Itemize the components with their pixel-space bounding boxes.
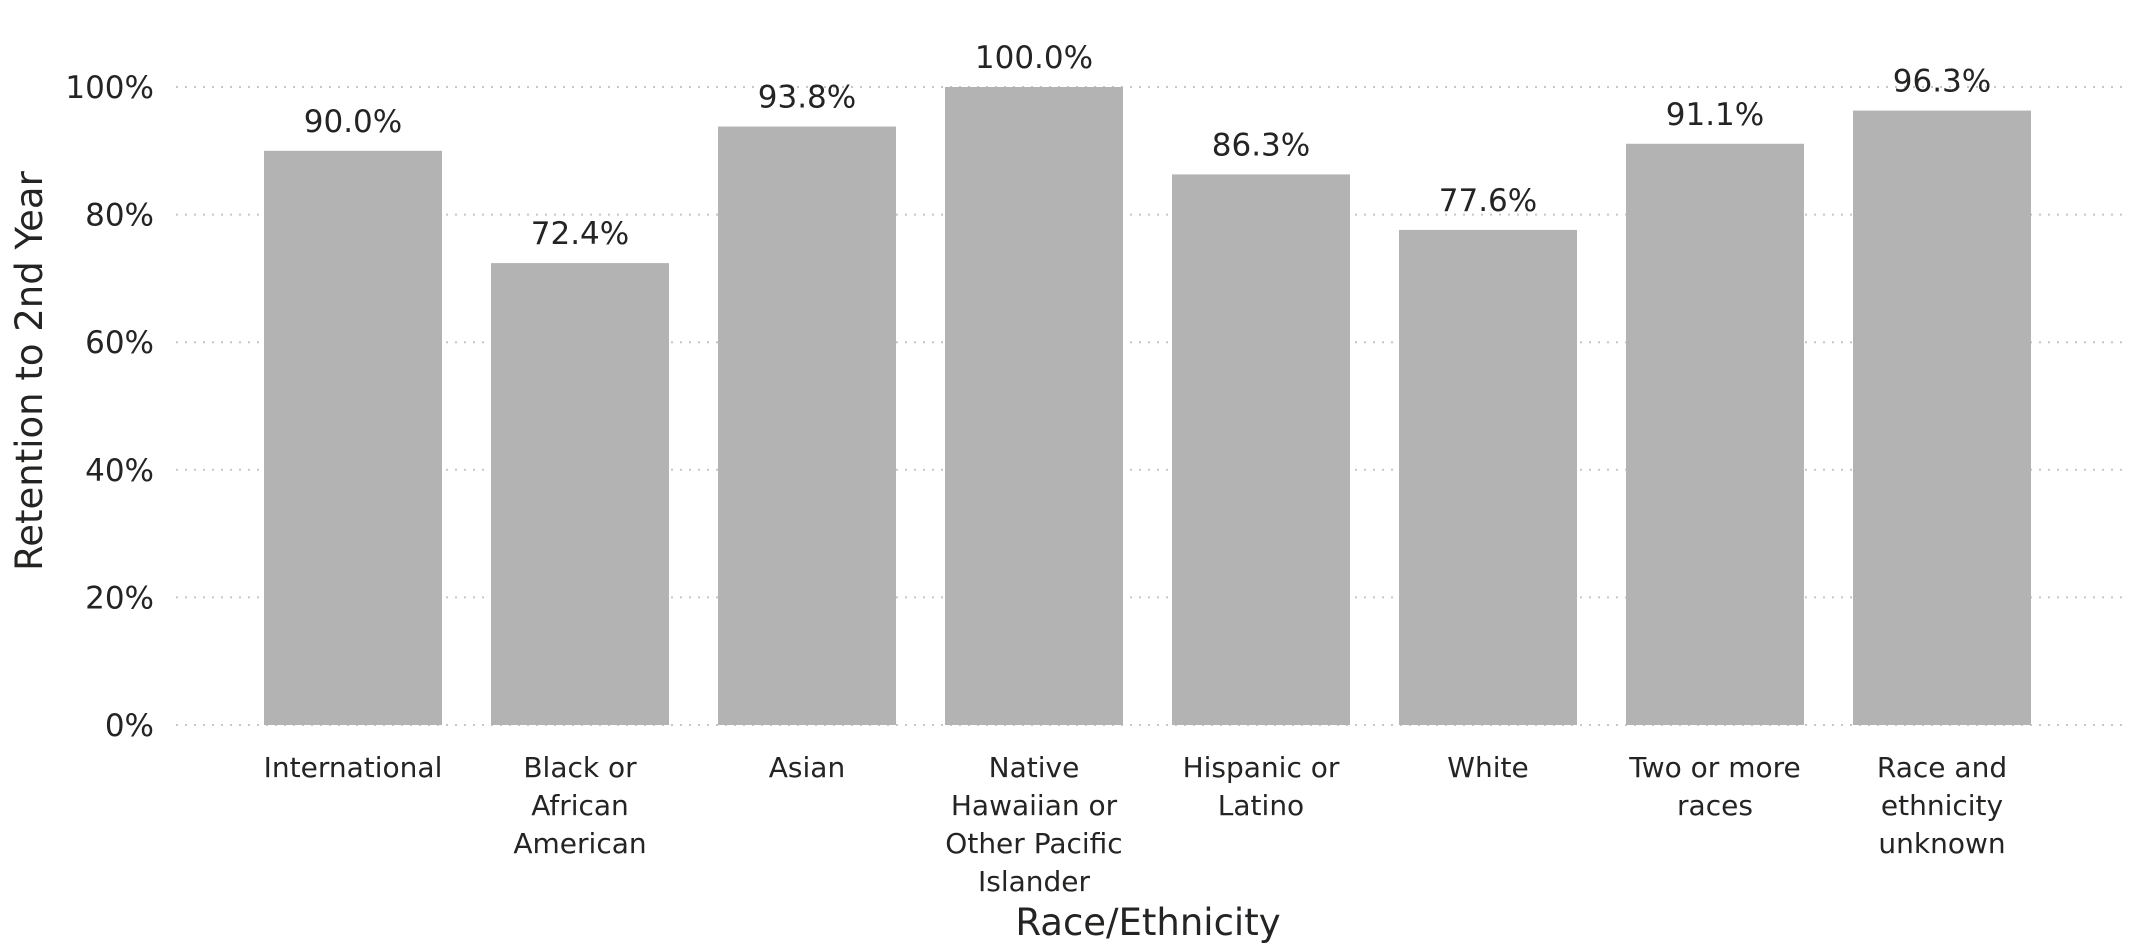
x-tick-label: Black or African American [513, 751, 646, 860]
data-label: 91.1% [1666, 97, 1764, 133]
bar [1399, 229, 1577, 726]
bar [491, 263, 669, 725]
data-label: 90.0% [304, 104, 402, 140]
data-labels: 90.0% 72.4% 93.8% 100.0% 86.3% 77.6% 91.1% 96.3… [304, 40, 1991, 252]
data-label: 86.3% [1212, 127, 1310, 163]
x-axis-title: Race/Ethnicity [1015, 901, 1280, 944]
x-tick-label: White [1447, 751, 1528, 784]
y-tick-label: 40% [85, 453, 154, 489]
x-tick-label: Hispanic or Latino [1183, 751, 1340, 822]
bar [1172, 174, 1350, 725]
y-tick-label: 60% [85, 325, 154, 361]
y-tick-label: 0% [105, 708, 154, 744]
bar [718, 126, 896, 725]
data-label: 96.3% [1893, 64, 1991, 100]
data-label: 72.4% [531, 216, 629, 252]
x-tick-label: Asian [769, 751, 845, 784]
y-tick-label: 20% [85, 580, 154, 616]
x-tick-label: Race and ethnicity unknown [1877, 751, 2007, 860]
x-axis-categories: International Black or African American Asia… [264, 751, 2007, 898]
y-axis-title: Retention to 2nd Year [8, 170, 51, 570]
bars [264, 87, 2031, 726]
bar [264, 150, 442, 726]
bar [1626, 143, 1804, 726]
x-tick-label: International [264, 751, 443, 784]
bar [945, 87, 1123, 725]
bar [1853, 110, 2031, 725]
y-tick-label: 80% [85, 198, 154, 234]
data-label: 93.8% [758, 80, 856, 116]
y-axis-ticks: 0% 20% 40% 60% 80% 100% [65, 70, 154, 744]
x-tick-label: Two or more races [1628, 751, 1800, 822]
data-label: 100.0% [975, 40, 1093, 76]
y-tick-label: 100% [65, 70, 154, 106]
gridlines [176, 86, 2128, 726]
data-label: 77.6% [1439, 183, 1537, 219]
x-tick-label: Native Hawaiian or Other Pacific Islander [945, 751, 1122, 898]
